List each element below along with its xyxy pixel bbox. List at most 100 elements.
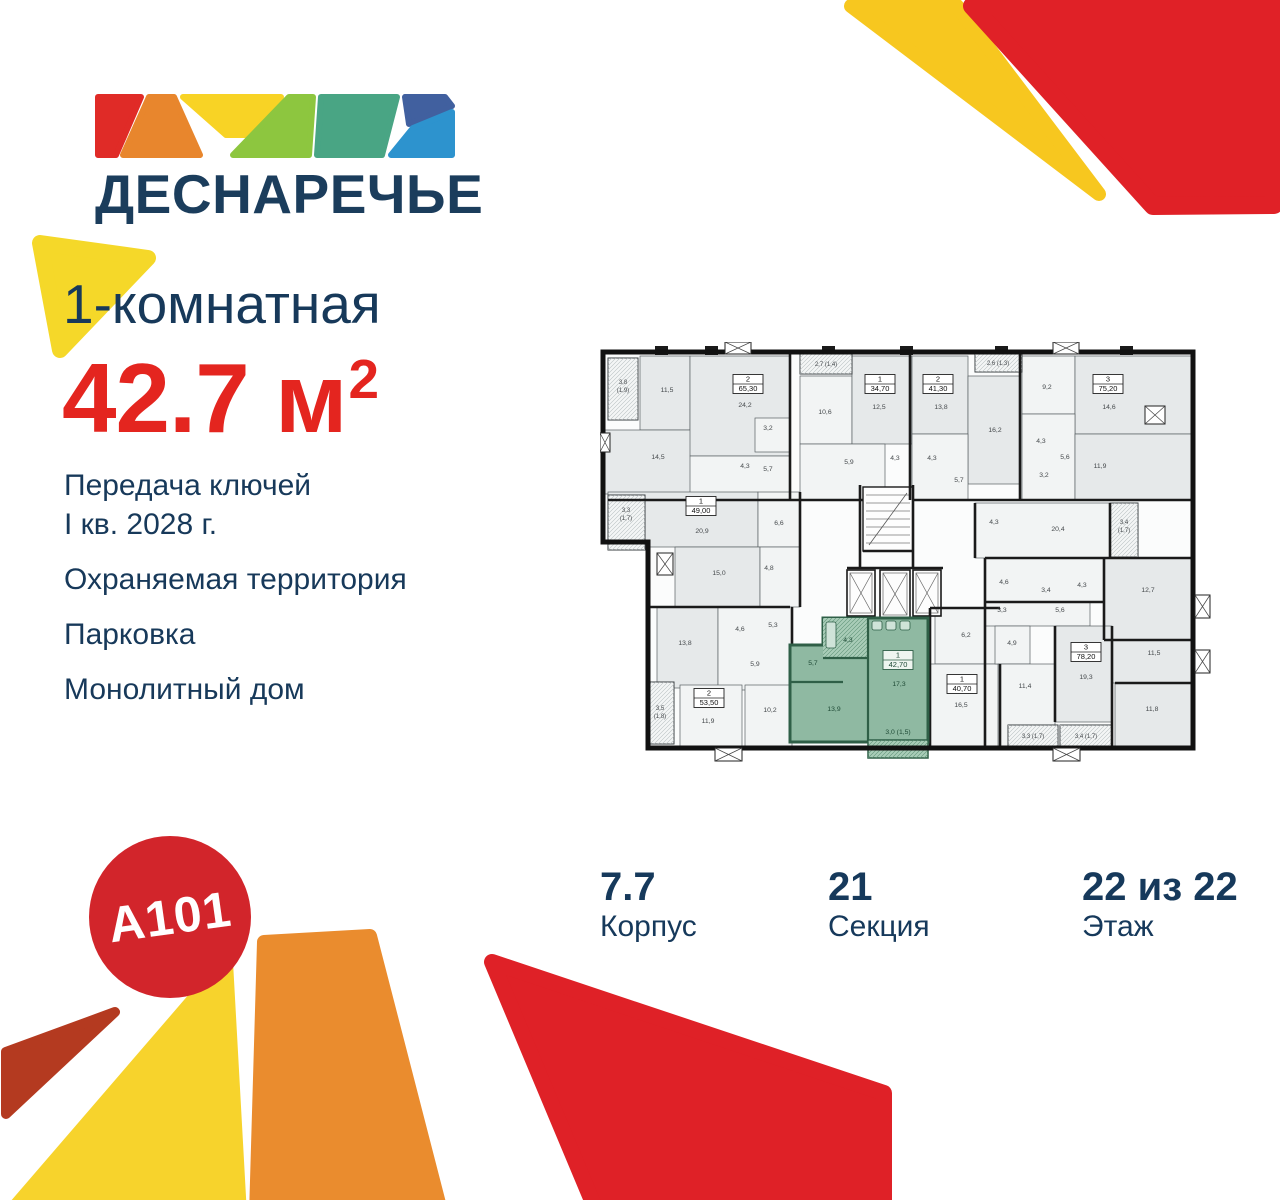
fixture-icon [885,620,897,631]
room-label: 9,2 [1042,384,1052,391]
room [911,433,969,501]
feature-item-0: Передача ключей I кв. 2028 г. [64,469,312,541]
building-label: Корпус [600,910,697,943]
room [1103,557,1194,641]
room [1021,413,1076,501]
unit-rooms-count: 2 [707,689,711,698]
room-label: 12,5 [872,404,885,411]
room-label: 16,2 [988,427,1001,434]
area-value: 42.7 [62,343,250,453]
brand-mosaic-piece-4 [314,94,400,158]
room-label: 13,8 [934,404,947,411]
feature-item-1: Охраняемая территория [64,563,407,596]
room [1054,625,1113,723]
apartment-area: 42.7 м2 [62,342,379,455]
brand-mosaic-piece-5 [402,94,455,127]
brand-mosaic-piece-6 [388,109,455,158]
unit-area: 34,70 [871,384,890,393]
room-label: 20,9 [695,528,708,535]
room-label: 10,6 [818,409,831,416]
brand-wordmark: ДЕСНАРЕЧЬЕ [95,163,484,225]
room-label: 5,9 [844,459,854,466]
room [604,429,703,495]
highlighted-room-label: 3,0 (1,5) [885,729,910,736]
developer-logo: A101 [89,836,251,998]
floorplan-svg: 3,8 (1,9) 3,3 (1,7) 2,7 (1,4) 2,6 (1,3) 3,4 (1,… [600,342,1211,762]
deco-bottom-red-polygon [484,954,892,1200]
room-label: 11,8 [1146,706,1159,713]
room-label: 4,3 [1077,582,1087,589]
room-label: 12,7 [1141,587,1154,594]
brand-header: ДЕСНАРЕЧЬЕ [95,94,484,226]
unit-rooms-count: 1 [896,651,900,660]
room-label: 4,6 [999,579,1009,586]
meta-floor: 22 из 22 Этаж [1082,866,1238,944]
room-label: 4,3 [890,455,900,462]
area-superscript: 2 [348,347,379,410]
room-label: 4,3 [1036,438,1046,445]
room-label: 5,9 [750,661,760,668]
room [994,625,1031,665]
deco-top-yellow-wedge [844,0,1106,201]
feature-list: Передача ключей I кв. 2028 г. Охраняемая т… [64,466,407,725]
room [1114,682,1194,747]
room-label: 5,3 [768,622,778,629]
unit-area: 65,30 [739,384,758,393]
room-label: 20,4 [1051,526,1064,533]
room [754,417,791,453]
fixture-icon [825,621,837,649]
unit-area: 49,00 [692,506,711,515]
deco-title-yellow-triangle [32,235,156,358]
highlighted-room-label: 4,3 [843,637,853,644]
room [759,546,801,608]
room-label: 6,6 [774,520,784,527]
balcony-label: (1,9) [617,388,629,394]
balcony-label: 3,4 (1,7) [1075,734,1097,740]
room-label: 11,9 [1094,463,1107,470]
room-label: 3,3 [997,607,1007,614]
unit-rooms-count: 2 [936,375,940,384]
brand-logo-mosaic-icon [95,94,455,158]
meta-building: 7.7 Корпус [600,866,697,944]
highlighted-room-label: 17,3 [892,681,905,688]
room [674,546,761,608]
deco-bottom-darkred-triangle [1,1007,120,1119]
area-unit: м [274,343,347,453]
floor-value: 22 из 22 [1082,865,1238,909]
unit-area: 40,70 [953,684,972,693]
room [744,684,793,747]
room [984,601,1091,627]
deco-bottom-yellow-triangle [11,955,247,1200]
room-label: 4,3 [740,463,750,470]
feature-item-3: Монолитный дом [64,673,305,706]
deco-bottom-orange-trapezoid [249,929,446,1200]
room-label: 10,2 [763,707,776,714]
room-label: 4,6 [735,626,745,633]
balcony-label: (1,7) [1118,528,1130,534]
room [974,502,1111,559]
room-label: 11,9 [702,718,715,725]
fixture-icon [899,620,911,631]
fixture-icon [871,620,883,631]
room-label: 4,9 [1007,640,1017,647]
balcony-label: 3,3 [622,508,631,514]
room-label: 4,8 [764,565,774,572]
feature-item-2: Парковка [64,618,196,651]
room [1074,355,1194,435]
room [656,606,719,689]
room-label: 11,5 [1148,650,1161,657]
balcony-label: 2,6 (1,3) [987,361,1009,367]
room-label: 11,5 [661,387,674,394]
room [639,355,691,431]
balcony-label: 3,5 [656,706,665,712]
room-label: 5,7 [954,477,964,484]
unit-rooms-count: 3 [1106,375,1110,384]
room [1111,639,1194,684]
room-label: 3,2 [763,425,773,432]
room-label: 5,6 [1060,454,1070,461]
unit-rooms-count: 2 [746,375,750,384]
room-label: 14,5 [651,454,664,461]
balcony-label: (1,7) [620,516,632,522]
room [717,606,793,691]
unit-area: 53,50 [700,698,719,707]
